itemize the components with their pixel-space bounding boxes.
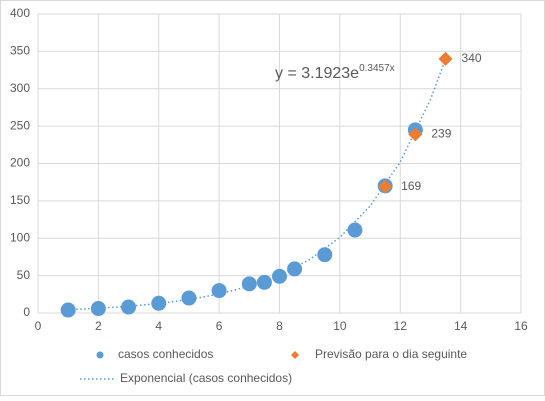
- point: [211, 283, 227, 299]
- point: [121, 299, 137, 315]
- legend-label: Previsão para o dia seguinte: [315, 347, 467, 361]
- point: [151, 295, 167, 311]
- point: [272, 268, 287, 284]
- y-tick-label: 100: [10, 230, 30, 244]
- point: [256, 274, 272, 290]
- point: [378, 179, 393, 194]
- y-tick-label: 150: [10, 193, 30, 207]
- x-tick-label: 2: [95, 319, 102, 333]
- point: [241, 276, 257, 292]
- equation-exponent: 0.3457x: [359, 63, 395, 74]
- legend-label: casos conhecidos: [118, 347, 213, 361]
- legend-label: Exponencial (casos conhecidos): [120, 371, 292, 385]
- x-tick-label: 10: [333, 319, 347, 333]
- point: [317, 247, 333, 263]
- legend-marker: [291, 351, 299, 359]
- x-tick-label: 8: [276, 319, 283, 333]
- x-tick-label: 14: [454, 319, 468, 333]
- equation-text: y = 3.1923e: [275, 65, 359, 82]
- data-label: 169: [401, 179, 421, 193]
- point: [287, 261, 303, 277]
- y-tick-label: 400: [10, 6, 30, 20]
- legend-marker: [96, 351, 104, 359]
- point: [90, 301, 106, 317]
- data-label: 340: [462, 51, 482, 65]
- x-tick-label: 12: [394, 319, 408, 333]
- trendline-equation: y = 3.1923e0.3457x: [275, 63, 395, 83]
- y-tick-label: 350: [10, 44, 30, 58]
- point: [438, 51, 453, 66]
- y-tick-label: 50: [17, 268, 31, 282]
- point: [408, 127, 423, 142]
- point: [60, 302, 76, 318]
- point: [181, 290, 197, 306]
- data-label: 239: [431, 127, 451, 141]
- y-tick-label: 250: [10, 118, 30, 132]
- x-tick-label: 0: [35, 319, 42, 333]
- x-tick-label: 6: [216, 319, 223, 333]
- y-tick-label: 0: [23, 305, 30, 319]
- y-tick-label: 300: [10, 81, 30, 95]
- x-tick-label: 4: [155, 319, 162, 333]
- y-tick-label: 200: [10, 156, 30, 170]
- x-tick-label: 16: [514, 319, 528, 333]
- point: [347, 222, 363, 238]
